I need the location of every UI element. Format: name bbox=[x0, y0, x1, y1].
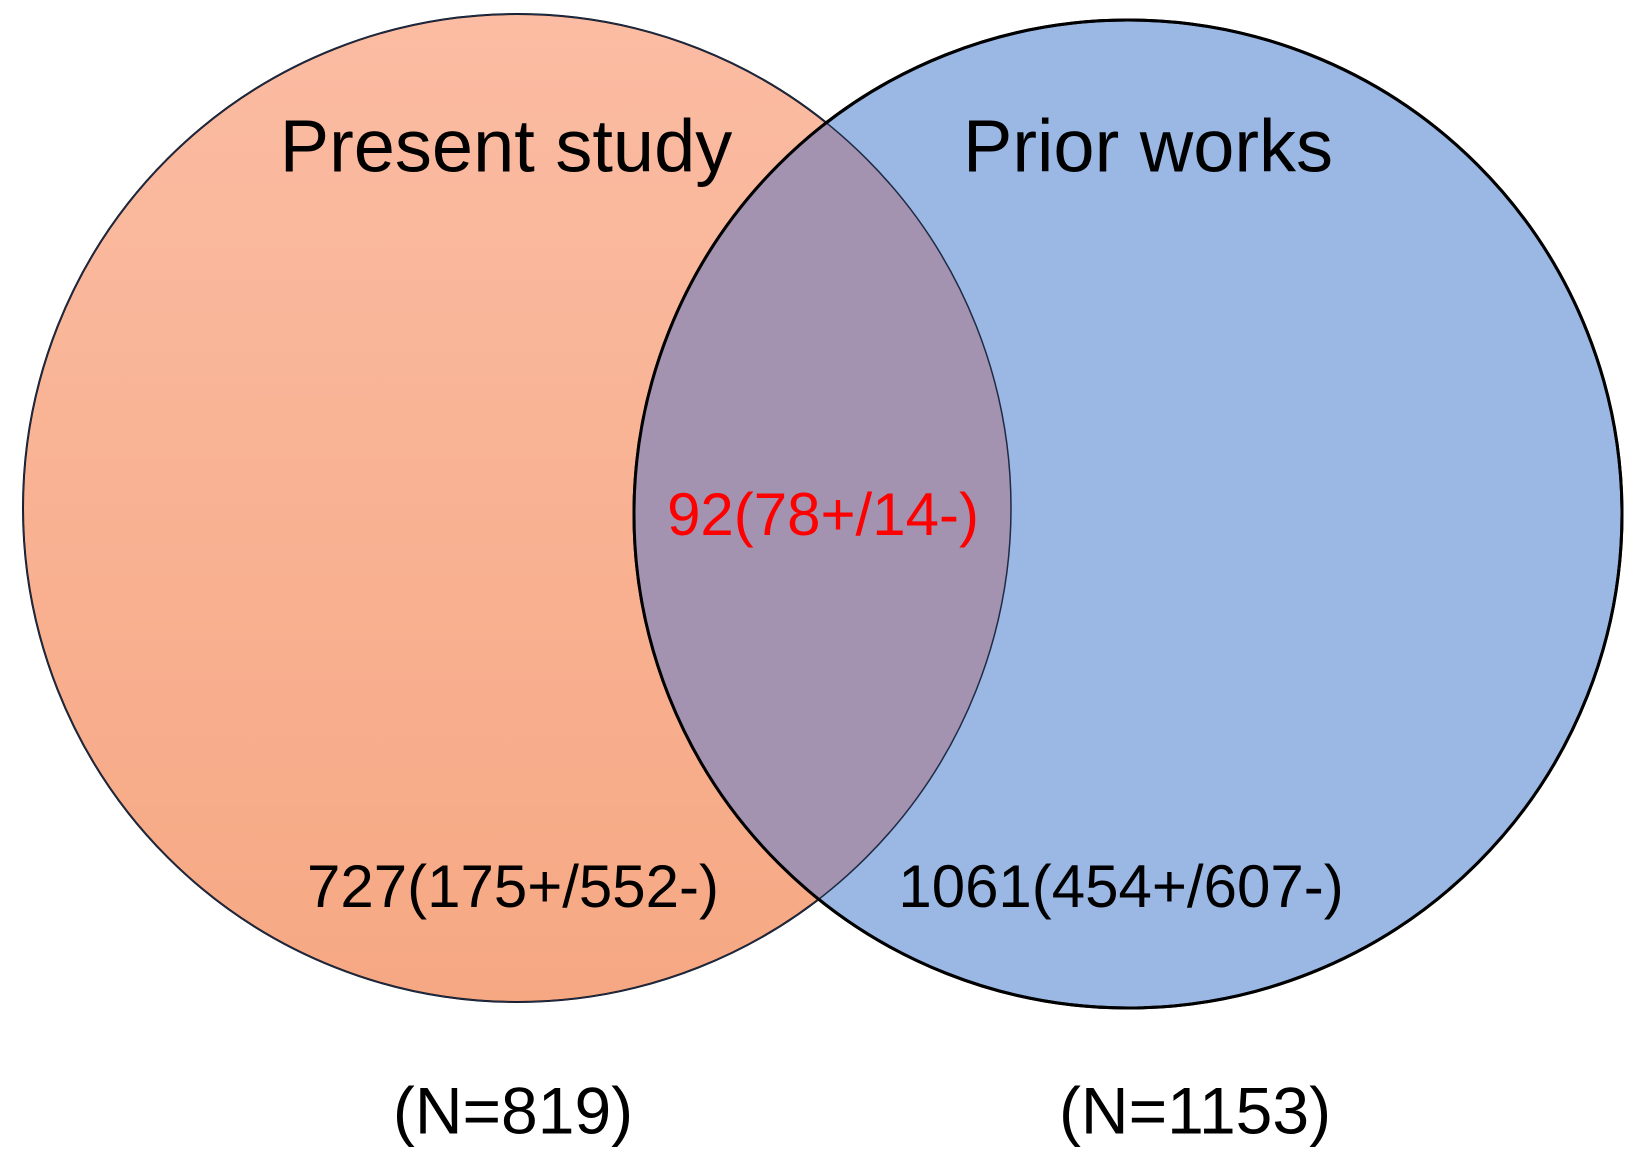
set-outline-right bbox=[632, 18, 1624, 1010]
set-only-count: 1061(454+/607-) bbox=[898, 853, 1343, 920]
set-outline-left bbox=[22, 13, 1012, 1003]
set-total: (N=819) bbox=[393, 1073, 633, 1147]
set-only-count: 727(175+/552-) bbox=[307, 853, 719, 920]
set-total: (N=1153) bbox=[1059, 1073, 1331, 1147]
intersection-count: 92(78+/14-) bbox=[667, 481, 979, 548]
set-label: Prior works bbox=[963, 105, 1333, 188]
intersection-region bbox=[634, 20, 1011, 1002]
set-label: Present study bbox=[280, 105, 732, 188]
